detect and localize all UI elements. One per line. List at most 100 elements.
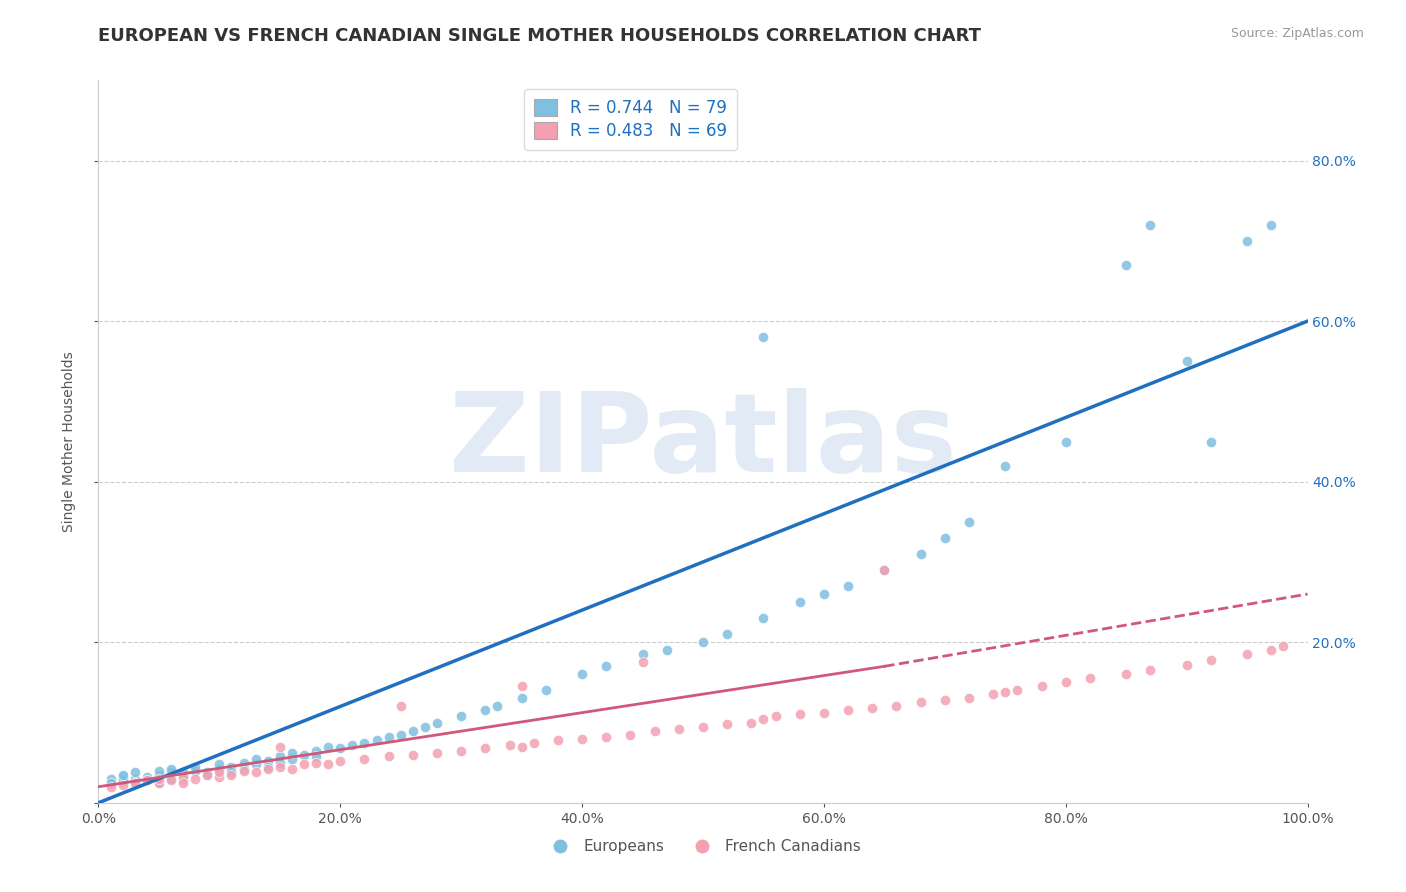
Point xyxy=(619,728,641,742)
Point xyxy=(631,648,654,662)
Point xyxy=(873,563,896,577)
Point xyxy=(486,699,509,714)
Point xyxy=(232,756,254,770)
Point xyxy=(1078,671,1101,685)
Point xyxy=(1139,218,1161,232)
Point xyxy=(1260,643,1282,657)
Point xyxy=(789,707,811,722)
Point xyxy=(1139,664,1161,678)
Point xyxy=(208,762,231,776)
Point xyxy=(208,765,231,780)
Point xyxy=(668,722,690,736)
Point xyxy=(172,776,194,790)
Point xyxy=(1199,653,1222,667)
Point xyxy=(957,691,980,706)
Point xyxy=(100,776,122,790)
Point xyxy=(269,756,291,770)
Point xyxy=(281,746,304,760)
Point xyxy=(100,772,122,786)
Point xyxy=(860,701,883,715)
Point xyxy=(498,738,520,752)
Point xyxy=(172,772,194,786)
Point xyxy=(402,747,425,762)
Point xyxy=(994,458,1017,473)
Point xyxy=(269,749,291,764)
Point xyxy=(124,776,146,790)
Point xyxy=(631,655,654,669)
Point xyxy=(1236,234,1258,248)
Point xyxy=(789,595,811,609)
Point xyxy=(281,751,304,765)
Point xyxy=(910,696,932,710)
Point xyxy=(135,773,157,788)
Point xyxy=(221,760,243,774)
Point xyxy=(111,778,134,792)
Point xyxy=(366,733,388,747)
Point xyxy=(221,767,243,781)
Point xyxy=(510,680,533,694)
Point xyxy=(135,770,157,784)
Point xyxy=(389,699,412,714)
Point xyxy=(571,731,593,746)
Point xyxy=(353,751,375,765)
Point xyxy=(1031,680,1053,694)
Point xyxy=(910,547,932,561)
Point xyxy=(160,773,183,788)
Point xyxy=(111,770,134,784)
Point xyxy=(426,715,449,730)
Point xyxy=(1199,434,1222,449)
Point xyxy=(281,762,304,776)
Point xyxy=(934,693,956,707)
Point xyxy=(342,738,364,752)
Point xyxy=(184,764,207,778)
Point xyxy=(329,754,352,768)
Point xyxy=(426,746,449,760)
Point xyxy=(148,772,170,786)
Point xyxy=(124,765,146,780)
Point xyxy=(1007,683,1029,698)
Point xyxy=(1054,675,1077,690)
Point xyxy=(245,757,267,772)
Point xyxy=(172,767,194,781)
Point xyxy=(981,687,1004,701)
Point xyxy=(886,699,908,714)
Point xyxy=(195,767,218,781)
Point xyxy=(160,765,183,780)
Y-axis label: Single Mother Households: Single Mother Households xyxy=(62,351,76,532)
Point xyxy=(172,765,194,780)
Point xyxy=(813,706,835,720)
Point xyxy=(305,744,328,758)
Point xyxy=(873,563,896,577)
Point xyxy=(510,691,533,706)
Point xyxy=(148,764,170,778)
Point xyxy=(523,735,546,749)
Point xyxy=(752,330,775,344)
Point xyxy=(474,703,496,717)
Point xyxy=(245,765,267,780)
Point xyxy=(1272,639,1295,653)
Point xyxy=(148,776,170,790)
Point xyxy=(269,760,291,774)
Point xyxy=(316,757,339,772)
Point xyxy=(644,723,666,738)
Point xyxy=(135,773,157,788)
Point xyxy=(1260,218,1282,232)
Point xyxy=(305,749,328,764)
Point xyxy=(1054,434,1077,449)
Point xyxy=(837,579,859,593)
Point xyxy=(716,627,738,641)
Point xyxy=(450,744,472,758)
Text: ZIPatlas: ZIPatlas xyxy=(449,388,957,495)
Point xyxy=(377,749,399,764)
Point xyxy=(1115,667,1137,681)
Point xyxy=(256,760,278,774)
Point xyxy=(765,709,787,723)
Point xyxy=(752,712,775,726)
Point xyxy=(208,770,231,784)
Text: EUROPEAN VS FRENCH CANADIAN SINGLE MOTHER HOUSEHOLDS CORRELATION CHART: EUROPEAN VS FRENCH CANADIAN SINGLE MOTHE… xyxy=(98,27,981,45)
Point xyxy=(184,760,207,774)
Point xyxy=(957,515,980,529)
Point xyxy=(1175,354,1198,368)
Point xyxy=(172,770,194,784)
Point xyxy=(837,703,859,717)
